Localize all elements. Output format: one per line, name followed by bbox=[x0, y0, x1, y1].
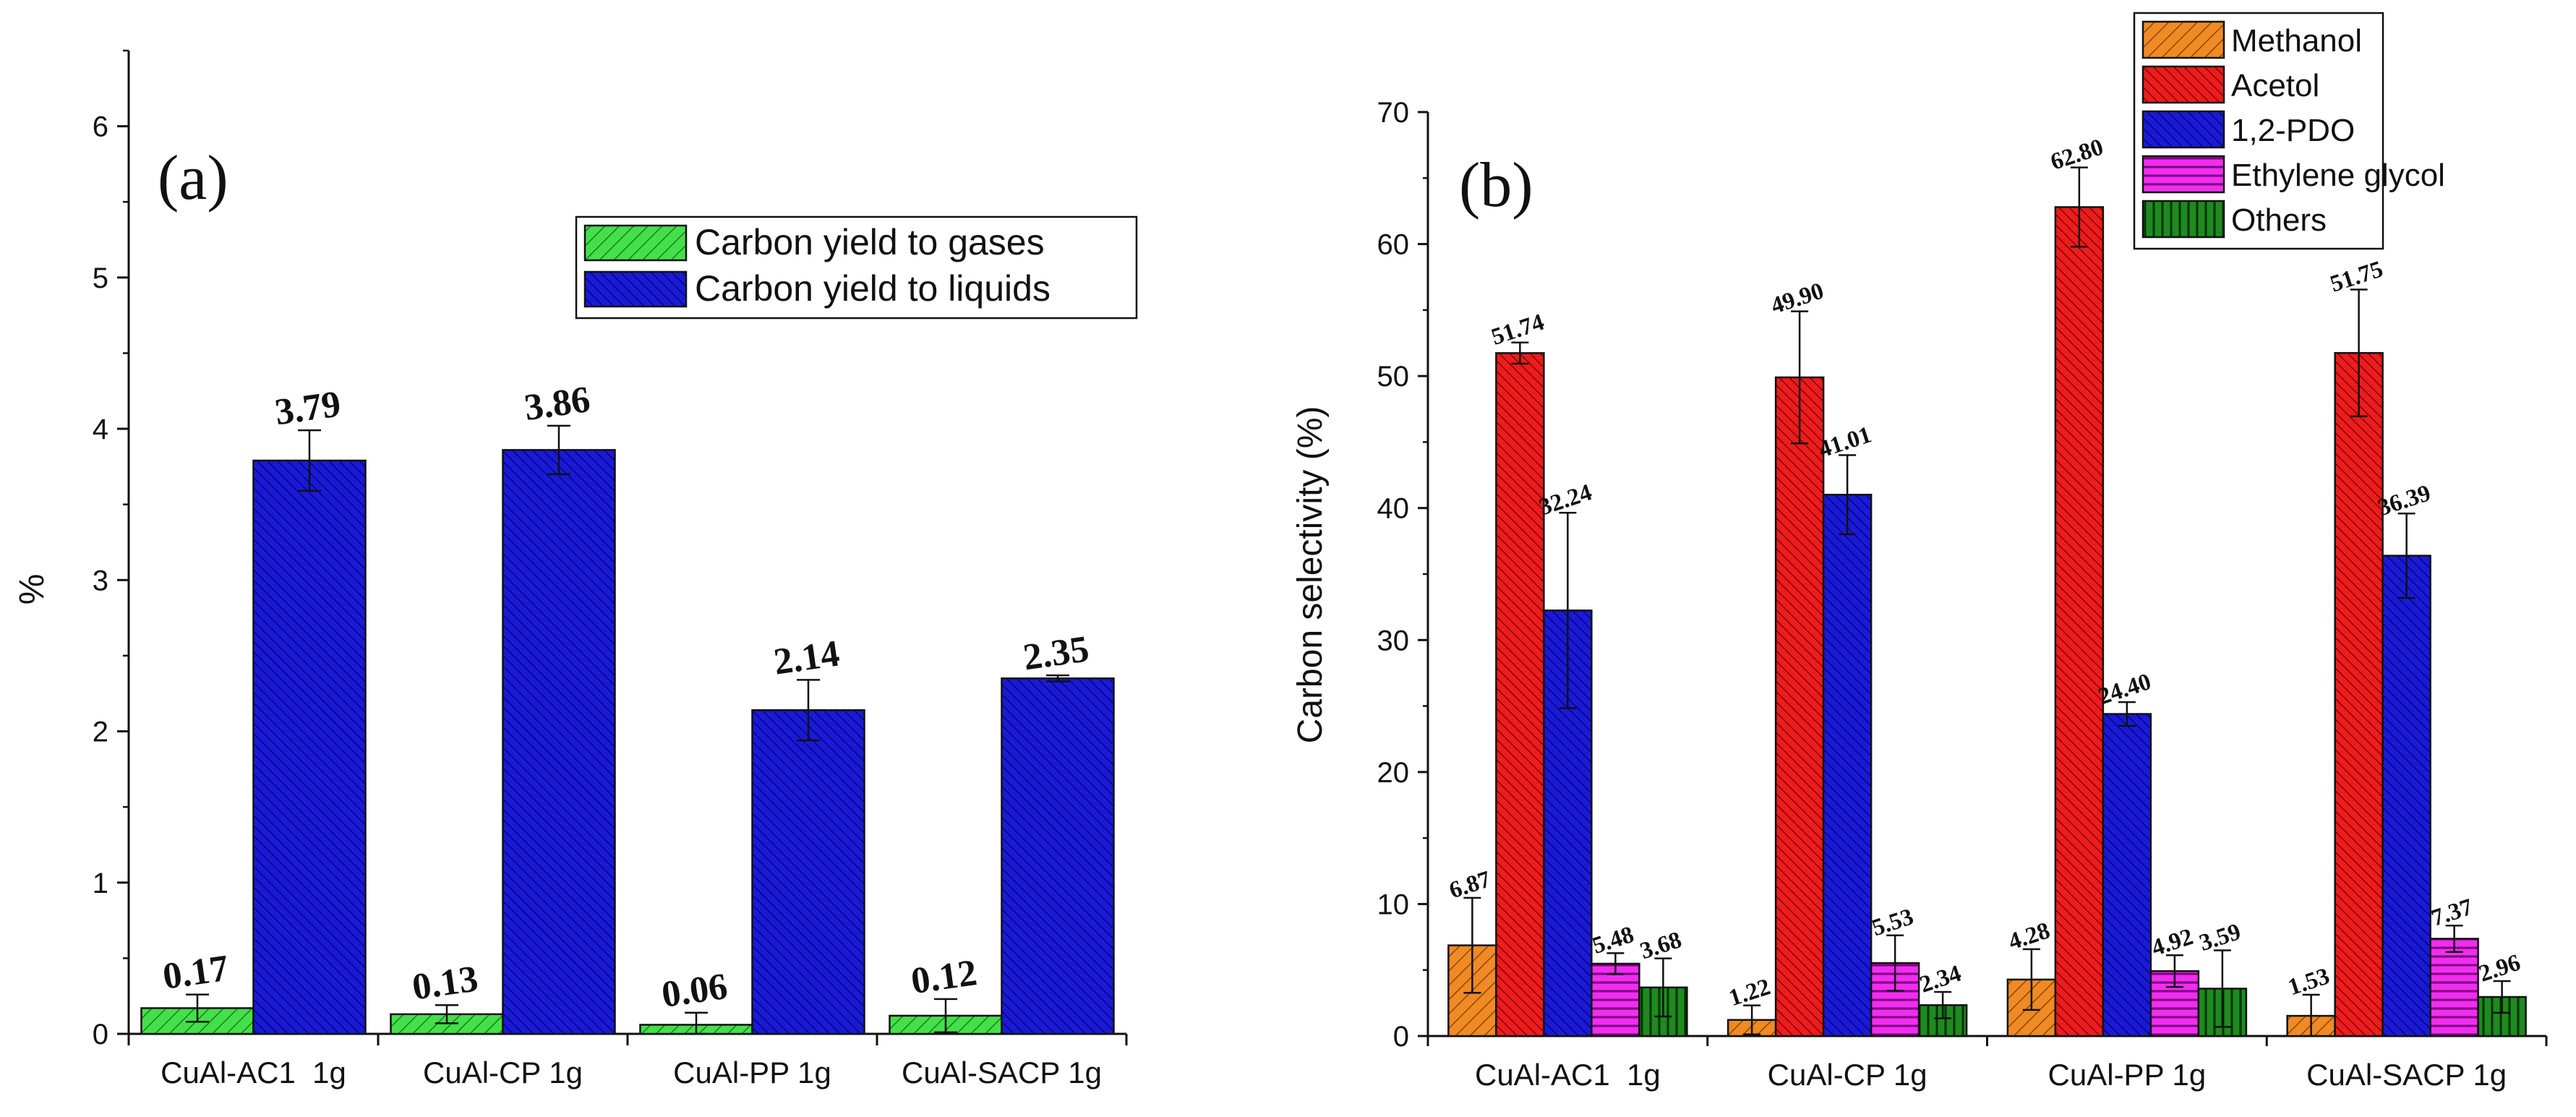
data-label-carbon-yield-to-liquids-cual-cp-1g: 3.86 bbox=[522, 379, 593, 429]
data-label-ethylene-glycol-cual-sacp-1g: 7.37 bbox=[2429, 894, 2476, 932]
y-tick-label: 0 bbox=[1393, 1021, 1409, 1053]
y-tick-label: 70 bbox=[1377, 97, 1410, 129]
data-label-acetol-cual-pp-1g: 62.80 bbox=[2047, 134, 2107, 176]
data-label-others-cual-sacp-1g: 2.96 bbox=[2476, 949, 2524, 987]
y-axis-title: % bbox=[13, 574, 51, 605]
data-label-carbon-yield-to-gases-cual-sacp-1g: 0.12 bbox=[909, 952, 980, 1002]
legend-label-carbon-yield-to-liquids: Carbon yield to liquids bbox=[695, 268, 1050, 309]
data-label-others-cual-cp-1g: 2.34 bbox=[1917, 960, 1964, 998]
legend-label-ethylene-glycol: Ethylene glycol bbox=[2231, 158, 2445, 193]
bar-acetol-cual-sacp-1g bbox=[2334, 351, 2384, 1037]
chart-panel-b: 0 10 20 30 40 50 60 70 CuAl-AC1 1g CuAl-CP 1g CuAl… bbox=[1291, 12, 2548, 1092]
data-label-1-2-pdo-cual-pp-1g: 24.40 bbox=[2095, 669, 2154, 710]
data-label-ethylene-glycol-cual-pp-1g: 4.92 bbox=[2149, 924, 2196, 962]
bar-acetol-cual-cp-1g bbox=[1774, 376, 1825, 1037]
chart-panel-a: 0 1 2 3 4 5 6 CuAl-AC1 1g CuAl-CP 1g CuAl-PP 1g Cu… bbox=[13, 49, 1138, 1090]
y-tick-label: 60 bbox=[1377, 229, 1410, 261]
legend: Carbon yield to gases Carbon yield to liq… bbox=[575, 215, 1138, 320]
data-label-1-2-pdo-cual-cp-1g: 41.01 bbox=[1815, 421, 1875, 463]
bar-1-2-pdo-cual-cp-1g bbox=[1822, 494, 1873, 1037]
bar-carbon-yield-to-liquids-cual-ac1-1g bbox=[252, 459, 367, 1035]
legend-label-1-2-pdo: 1,2-PDO bbox=[2231, 113, 2355, 148]
y-tick-label: 0 bbox=[93, 1019, 108, 1050]
bar-ethylene-glycol-cual-sacp-1g bbox=[2429, 938, 2479, 1037]
y-tick-label: 1 bbox=[93, 868, 108, 899]
data-label-methanol-cual-sacp-1g: 1.53 bbox=[2285, 963, 2333, 1001]
x-tick-label-cual-ac1-1g: CuAl-AC1 1g bbox=[161, 1056, 346, 1090]
data-label-methanol-cual-cp-1g: 1.22 bbox=[1726, 974, 1773, 1011]
data-label-carbon-yield-to-liquids-cual-sacp-1g: 2.35 bbox=[1021, 628, 1092, 678]
data-label-acetol-cual-sacp-1g: 51.75 bbox=[2327, 256, 2387, 297]
legend-swatch-carbon-yield-to-liquids bbox=[583, 270, 688, 308]
data-label-carbon-yield-to-liquids-cual-ac1-1g: 3.79 bbox=[273, 383, 343, 433]
panel-label: (b) bbox=[1459, 150, 1533, 221]
legend-swatch-carbon-yield-to-gases bbox=[583, 224, 688, 262]
data-label-ethylene-glycol-cual-cp-1g: 5.53 bbox=[1869, 904, 1917, 941]
bar-1-2-pdo-cual-pp-1g bbox=[2102, 713, 2152, 1037]
bar-carbon-yield-to-liquids-cual-pp-1g bbox=[751, 709, 865, 1035]
bar-acetol-cual-ac1-1g bbox=[1495, 352, 1545, 1037]
x-tick-label-cual-cp-1g: CuAl-CP 1g bbox=[423, 1056, 583, 1090]
legend-swatch-methanol bbox=[2141, 20, 2225, 59]
data-label-carbon-yield-to-gases-cual-pp-1g: 0.06 bbox=[659, 966, 730, 1016]
data-label-carbon-yield-to-liquids-cual-pp-1g: 2.14 bbox=[771, 633, 842, 683]
y-tick-label: 6 bbox=[93, 111, 108, 143]
y-tick-label: 20 bbox=[1377, 757, 1410, 789]
x-tick-label-cual-pp-1g: CuAl-PP 1g bbox=[673, 1056, 831, 1090]
x-tick-label-cual-sacp-1g: CuAl-SACP 1g bbox=[902, 1056, 1102, 1090]
bar-1-2-pdo-cual-sacp-1g bbox=[2382, 555, 2431, 1037]
legend-label-carbon-yield-to-gases: Carbon yield to gases bbox=[695, 222, 1045, 262]
y-tick-label: 2 bbox=[93, 716, 108, 748]
x-tick-label-cual-cp-1g: CuAl-CP 1g bbox=[1768, 1058, 1927, 1092]
bar-carbon-yield-to-liquids-cual-sacp-1g bbox=[1001, 677, 1115, 1035]
legend-swatch-acetol bbox=[2141, 65, 2225, 104]
y-axis-title: Carbon selectivity (%) bbox=[1291, 406, 1330, 744]
data-label-methanol-cual-pp-1g: 4.28 bbox=[2006, 917, 2053, 955]
data-label-carbon-yield-to-gases-cual-cp-1g: 0.13 bbox=[410, 958, 481, 1008]
data-label-acetol-cual-cp-1g: 49.90 bbox=[1768, 278, 1827, 320]
data-label-methanol-cual-ac1-1g: 6.87 bbox=[1446, 866, 1494, 904]
y-tick-label: 50 bbox=[1377, 361, 1410, 393]
data-label-1-2-pdo-cual-sacp-1g: 36.39 bbox=[2375, 480, 2434, 521]
x-tick-label-cual-sacp-1g: CuAl-SACP 1g bbox=[2306, 1058, 2507, 1092]
legend-swatch-others bbox=[2141, 200, 2225, 239]
y-tick-label: 30 bbox=[1377, 625, 1410, 656]
data-label-others-cual-pp-1g: 3.59 bbox=[2196, 919, 2244, 956]
legend-swatch-1-2-pdo bbox=[2141, 110, 2225, 149]
y-tick-label: 10 bbox=[1377, 889, 1410, 920]
legend-swatch-ethylene-glycol bbox=[2141, 155, 2225, 194]
data-label-others-cual-ac1-1g: 3.68 bbox=[1637, 927, 1685, 964]
bar-acetol-cual-pp-1g bbox=[2054, 206, 2105, 1037]
legend-label-methanol: Methanol bbox=[2231, 23, 2362, 59]
x-tick-label-cual-ac1-1g: CuAl-AC1 1g bbox=[1475, 1058, 1661, 1092]
data-label-carbon-yield-to-gases-cual-ac1-1g: 0.17 bbox=[161, 948, 231, 998]
legend: Methanol Acetol 1,2-PDO Ethylene glycol Othe… bbox=[2133, 12, 2445, 250]
data-label-acetol-cual-ac1-1g: 51.74 bbox=[1488, 309, 1547, 351]
bar-carbon-yield-to-liquids-cual-cp-1g bbox=[502, 449, 616, 1035]
y-tick-label: 4 bbox=[93, 414, 108, 445]
y-tick-label: 40 bbox=[1377, 493, 1410, 525]
x-tick-label-cual-pp-1g: CuAl-PP 1g bbox=[2048, 1058, 2207, 1092]
data-label-1-2-pdo-cual-ac1-1g: 32.24 bbox=[1536, 479, 1595, 521]
panel-label: (a) bbox=[158, 143, 228, 213]
legend-label-others: Others bbox=[2231, 202, 2327, 238]
y-tick-label: 5 bbox=[93, 262, 108, 294]
data-label-ethylene-glycol-cual-ac1-1g: 5.48 bbox=[1589, 922, 1637, 959]
legend-label-acetol: Acetol bbox=[2231, 68, 2319, 103]
y-tick-label: 3 bbox=[93, 565, 108, 596]
